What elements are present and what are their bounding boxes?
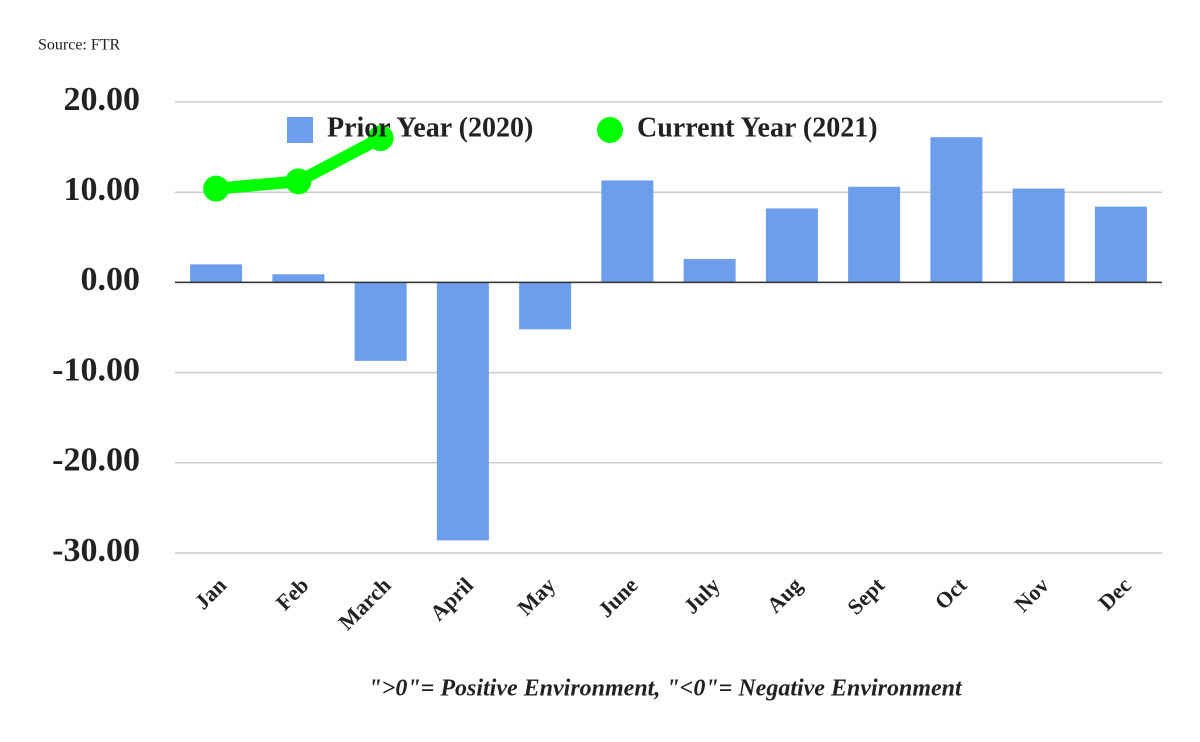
bar — [848, 186, 901, 283]
x-tick-label: Sept — [842, 572, 890, 620]
x-tick-label: May — [512, 572, 560, 620]
x-tick-label: Nov — [1009, 572, 1053, 616]
x-tick-label: Aug — [762, 572, 807, 617]
y-tick-label: -10.00 — [52, 351, 140, 388]
y-tick-label: -20.00 — [52, 442, 140, 479]
x-tick-label: June — [593, 572, 643, 622]
bar — [1012, 188, 1065, 283]
bar — [1094, 206, 1147, 283]
legend-label: Prior Year (2020) — [327, 112, 533, 143]
x-tick-label: Oct — [930, 572, 972, 614]
bar — [519, 282, 572, 330]
bar — [190, 264, 243, 283]
bar — [601, 180, 654, 283]
y-tick-label: 0.00 — [81, 261, 141, 298]
legend-label: Current Year (2021) — [637, 112, 878, 143]
bar — [683, 258, 736, 283]
point — [203, 175, 230, 202]
point — [367, 125, 394, 152]
legend-swatch — [287, 117, 313, 143]
y-tick-label: 20.00 — [64, 81, 141, 118]
bar — [765, 208, 818, 283]
note: ">0"= Positive Environment, "<0"= Negati… — [368, 676, 963, 702]
bar — [272, 274, 325, 283]
x-tick-label: July — [679, 572, 725, 618]
bar — [354, 282, 407, 361]
x-tick-label: Jan — [189, 572, 231, 614]
x-tick-label: April — [425, 572, 478, 625]
x-tick-label: March — [333, 572, 395, 634]
bar — [930, 137, 983, 283]
y-tick-label: 10.00 — [64, 171, 141, 208]
x-tick-label: Dec — [1093, 572, 1136, 615]
point — [285, 168, 312, 195]
x-tick-label: Feb — [271, 572, 314, 615]
legend-swatch — [597, 117, 623, 143]
y-tick-label: -30.00 — [52, 532, 140, 569]
bar — [436, 282, 489, 541]
source: Source: FTR — [38, 37, 121, 54]
